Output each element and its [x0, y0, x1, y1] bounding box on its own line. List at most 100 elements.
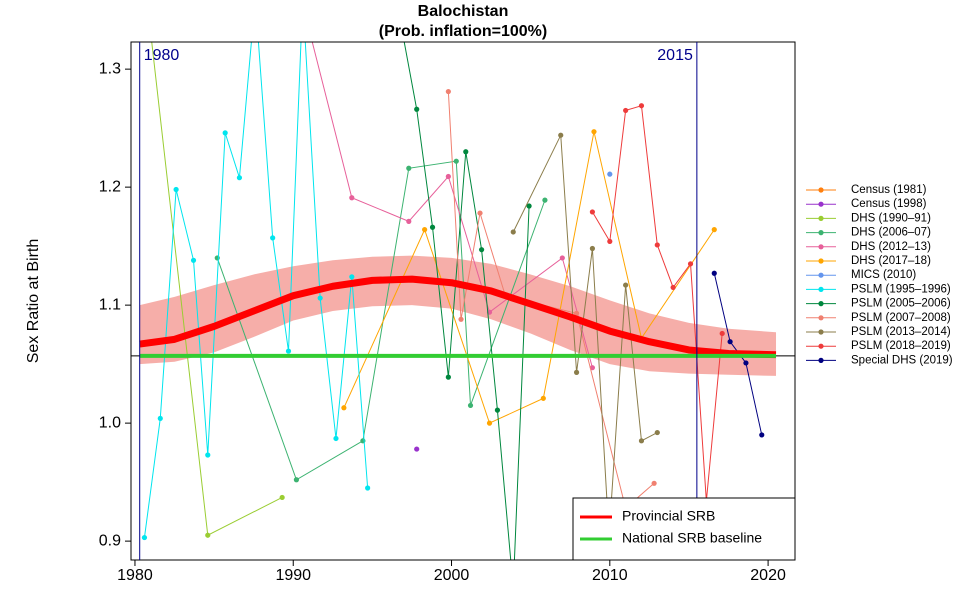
- data-point: [494, 407, 501, 413]
- data-point: [253, 0, 258, 1]
- data-point: [589, 245, 595, 252]
- legend-swatch-dot: [818, 286, 824, 292]
- data-point: [559, 255, 565, 261]
- legend-swatch-dot: [818, 357, 824, 363]
- data-point: [687, 261, 694, 267]
- x-tick-label: 2000: [434, 567, 470, 584]
- data-point: [148, 31, 153, 36]
- data-point: [510, 229, 516, 235]
- legend-swatch-dot: [818, 301, 824, 307]
- uncertainty-band: [139, 255, 777, 376]
- legend-label: DHS (2012–13): [851, 241, 931, 253]
- data-point: [190, 257, 197, 263]
- legend-label: Census (1981): [851, 184, 927, 196]
- data-point: [270, 235, 276, 241]
- legend-box: [572, 497, 796, 561]
- data-point: [157, 415, 163, 422]
- legend-swatch-dot: [818, 272, 824, 278]
- data-point: [638, 103, 645, 109]
- series-line: [143, 42, 369, 538]
- data-point: [222, 130, 228, 136]
- data-point: [589, 209, 595, 215]
- data-point: [205, 532, 211, 538]
- y-axis-label: Sex Ratio at Birth: [25, 239, 42, 364]
- data-point: [300, 0, 305, 1]
- data-point: [478, 247, 485, 253]
- x-tick-label: 2020: [750, 567, 786, 584]
- data-point: [670, 284, 676, 291]
- legend-label: Provincial SRB: [622, 508, 715, 524]
- legend-swatch-dot: [818, 187, 824, 193]
- plot-frame: [130, 41, 796, 561]
- legend-label: PSLM (2013–2014): [851, 326, 951, 338]
- legend-swatch-dot: [818, 244, 824, 250]
- data-point: [458, 316, 464, 322]
- data-point: [394, 0, 399, 1]
- legend-label: PSLM (2018–2019): [851, 340, 951, 352]
- data-point: [540, 395, 546, 401]
- chart-subtitle: (Prob. inflation=100%): [379, 23, 547, 40]
- data-point: [651, 480, 657, 486]
- data-point: [591, 129, 597, 135]
- data-point: [486, 420, 493, 426]
- data-point: [406, 218, 412, 224]
- data-point: [445, 88, 451, 95]
- data-point: [463, 149, 469, 155]
- data-point: [429, 224, 436, 230]
- data-point: [573, 310, 580, 316]
- y-tick-label: 1.1: [99, 296, 121, 313]
- data-point: [349, 274, 355, 280]
- legend-swatch-dot: [818, 258, 824, 264]
- axes: 1980 1990 2000 2010 2020 0.9 1.0 1.1 1.2 1.3 1980 2…: [99, 42, 786, 584]
- period-label: 1980: [144, 47, 180, 64]
- legend-swatch-dot: [818, 329, 824, 335]
- data-point: [285, 348, 292, 354]
- legend-label: MICS (2010): [851, 269, 916, 281]
- y-tick-label: 1.0: [99, 414, 121, 431]
- legend-label: PSLM (1995–1996): [851, 283, 951, 295]
- legend-label: DHS (1990–91): [851, 212, 931, 224]
- data-point: [654, 242, 660, 248]
- legend-swatch-dot: [818, 343, 824, 349]
- data-point: [236, 175, 243, 181]
- legend-label: PSLM (2005–2006): [851, 298, 951, 310]
- legend-swatch-dot: [818, 215, 824, 221]
- data-point: [173, 186, 179, 193]
- plot-area: [131, 0, 795, 560]
- data-point: [214, 255, 220, 261]
- data-point: [638, 438, 645, 444]
- series-line: [512, 133, 658, 537]
- data-point: [141, 534, 148, 541]
- legend-label: PSLM (2007–2008): [851, 312, 951, 324]
- legend-label: Census (1998): [851, 198, 927, 210]
- x-tick-label: 1980: [117, 567, 153, 584]
- data-point: [477, 210, 483, 216]
- data-point: [526, 203, 532, 209]
- data-point: [445, 173, 451, 180]
- data-point: [607, 238, 613, 245]
- data-point: [558, 132, 564, 138]
- data-point: [727, 339, 733, 345]
- data-point: [467, 402, 474, 409]
- data-point: [654, 429, 660, 436]
- data-point: [623, 107, 629, 114]
- x-tick-label: 2010: [592, 567, 628, 584]
- data-point: [414, 446, 420, 452]
- period-label: 2015: [657, 47, 693, 64]
- data-point: [445, 374, 451, 380]
- data-point: [422, 227, 428, 233]
- y-tick-label: 1.2: [99, 178, 121, 195]
- data-point: [719, 330, 725, 337]
- legend-label: National SRB baseline: [622, 530, 762, 546]
- data-point: [414, 106, 420, 112]
- data-point: [623, 282, 629, 288]
- data-point: [453, 158, 459, 164]
- data-point: [759, 432, 765, 438]
- data-point: [205, 452, 211, 458]
- data-point: [349, 195, 355, 201]
- legend-label: DHS (2006–07): [851, 227, 931, 239]
- y-tick-label: 1.3: [99, 60, 121, 77]
- data-point: [299, 0, 304, 1]
- chart-title: Balochistan: [418, 3, 509, 20]
- data-point: [711, 270, 717, 276]
